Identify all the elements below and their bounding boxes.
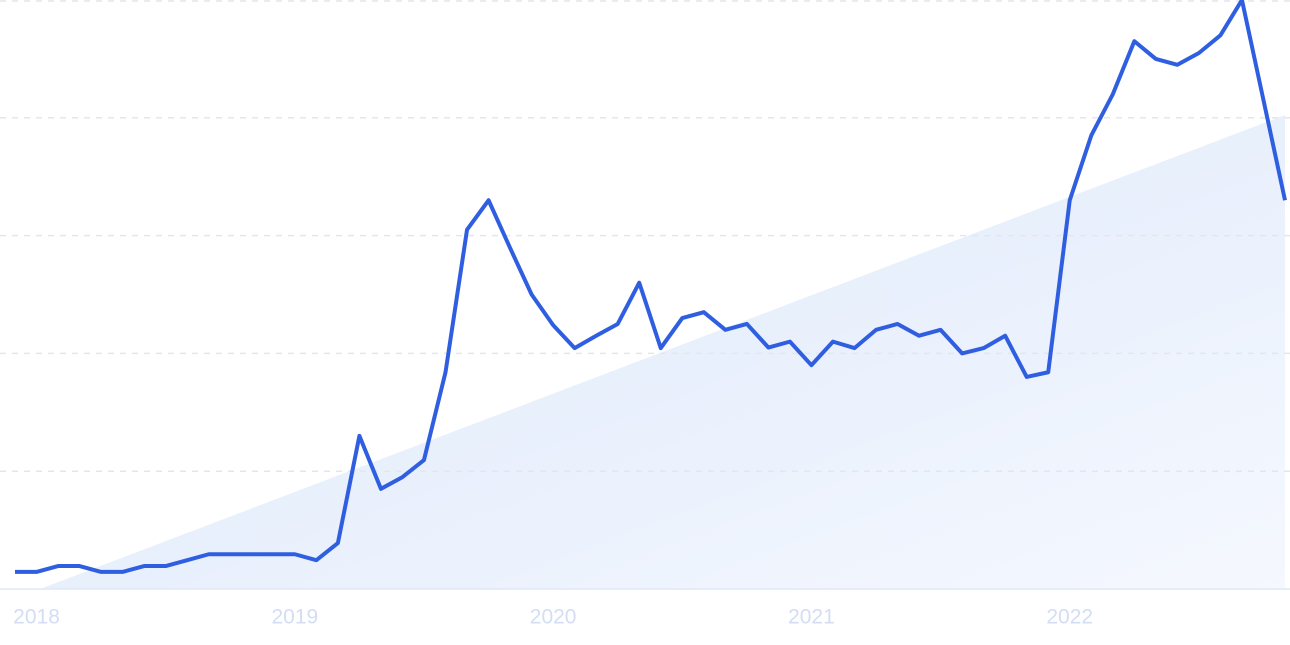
- x-tick-label: 2018: [13, 606, 60, 629]
- x-tick-label: 2021: [788, 606, 835, 629]
- trend-area: [40, 115, 1285, 589]
- x-tick-label: 2020: [530, 606, 577, 629]
- x-tick-label: 2022: [1046, 606, 1093, 629]
- line: [15, 0, 1287, 574]
- x-tick-label: 2019: [271, 606, 318, 629]
